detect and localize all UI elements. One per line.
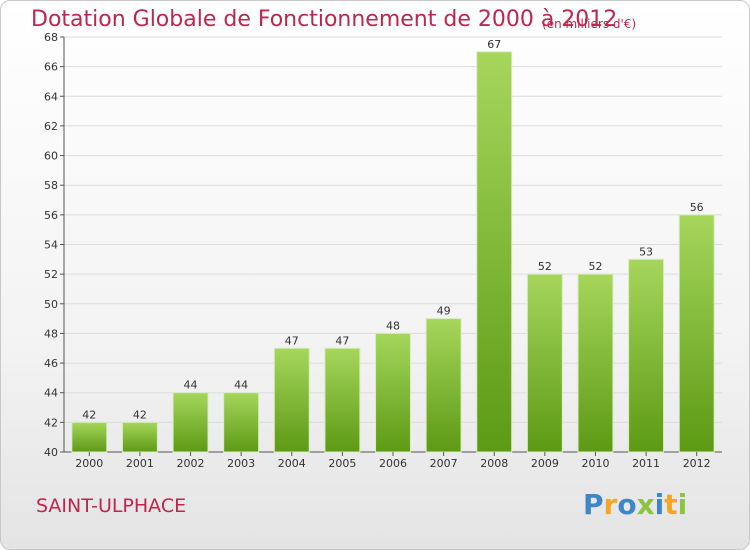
data-label: 47 [335, 334, 349, 347]
commune-name: SAINT-ULPHACE [36, 495, 187, 517]
y-tick-label: 66 [44, 61, 58, 74]
y-tick-label: 40 [44, 446, 58, 459]
bar-2011 [628, 258, 665, 453]
data-label: 52 [588, 260, 602, 273]
logo-letter: i [677, 488, 688, 521]
x-tick-label: 2009 [531, 457, 559, 470]
x-tick-label: 2006 [379, 457, 407, 470]
x-tick-label: 2008 [480, 457, 508, 470]
y-tick-label: 62 [44, 120, 58, 133]
x-tick-label: 2001 [126, 457, 154, 470]
bar-2007 [425, 318, 462, 453]
data-label: 44 [234, 379, 248, 392]
y-tick-label: 52 [44, 268, 58, 281]
logo-letter: o [617, 488, 637, 521]
bar-2003 [223, 392, 260, 453]
x-tick-label: 2003 [227, 457, 255, 470]
x-tick-label: 2007 [430, 457, 458, 470]
bar-2005 [324, 347, 361, 453]
y-tick-label: 68 [44, 31, 58, 44]
bar-2000 [71, 421, 108, 453]
bar-2012 [678, 214, 715, 453]
logo-letter: x [636, 488, 655, 521]
y-tick-label: 46 [44, 357, 58, 370]
logo-letter: t [664, 488, 678, 521]
y-tick-label: 54 [44, 239, 58, 252]
chart-subtitle: (en milliers d'€) [542, 17, 637, 31]
x-tick-label: 2005 [328, 457, 356, 470]
data-label: 42 [133, 408, 147, 421]
data-label: 47 [285, 334, 299, 347]
logo-letter: i [654, 488, 665, 521]
bar-2004 [273, 347, 310, 453]
x-tick-label: 2004 [278, 457, 306, 470]
y-tick-label: 64 [44, 90, 58, 103]
y-tick-label: 56 [44, 209, 58, 222]
proxiti-logo: Proxiti [583, 488, 687, 521]
y-tick-label: 50 [44, 298, 58, 311]
bar-2008 [476, 51, 513, 453]
y-tick-label: 48 [44, 327, 58, 340]
bar-2001 [121, 421, 158, 453]
data-label: 49 [437, 305, 451, 318]
y-tick-label: 44 [44, 387, 58, 400]
data-label: 42 [82, 408, 96, 421]
bar-2009 [526, 273, 563, 453]
data-label: 53 [639, 245, 653, 258]
bar-2006 [375, 332, 411, 453]
x-tick-label: 2012 [683, 457, 711, 470]
data-label: 56 [690, 201, 704, 214]
x-tick-label: 2000 [75, 457, 103, 470]
x-tick-label: 2010 [581, 457, 609, 470]
data-label: 52 [538, 260, 552, 273]
data-label: 48 [386, 319, 400, 332]
logo-letter: P [583, 488, 604, 521]
chart-title: Dotation Globale de Fonctionnement de 20… [31, 7, 618, 32]
bar-2010 [577, 273, 614, 453]
x-tick-label: 2011 [632, 457, 660, 470]
y-tick-label: 42 [44, 416, 58, 429]
bar-2002 [172, 392, 209, 453]
x-tick-label: 2002 [177, 457, 205, 470]
data-label: 44 [184, 379, 198, 392]
data-label: 67 [487, 38, 501, 51]
y-tick-label: 58 [44, 179, 58, 192]
y-tick-label: 60 [44, 150, 58, 163]
logo-letter: r [603, 488, 618, 521]
